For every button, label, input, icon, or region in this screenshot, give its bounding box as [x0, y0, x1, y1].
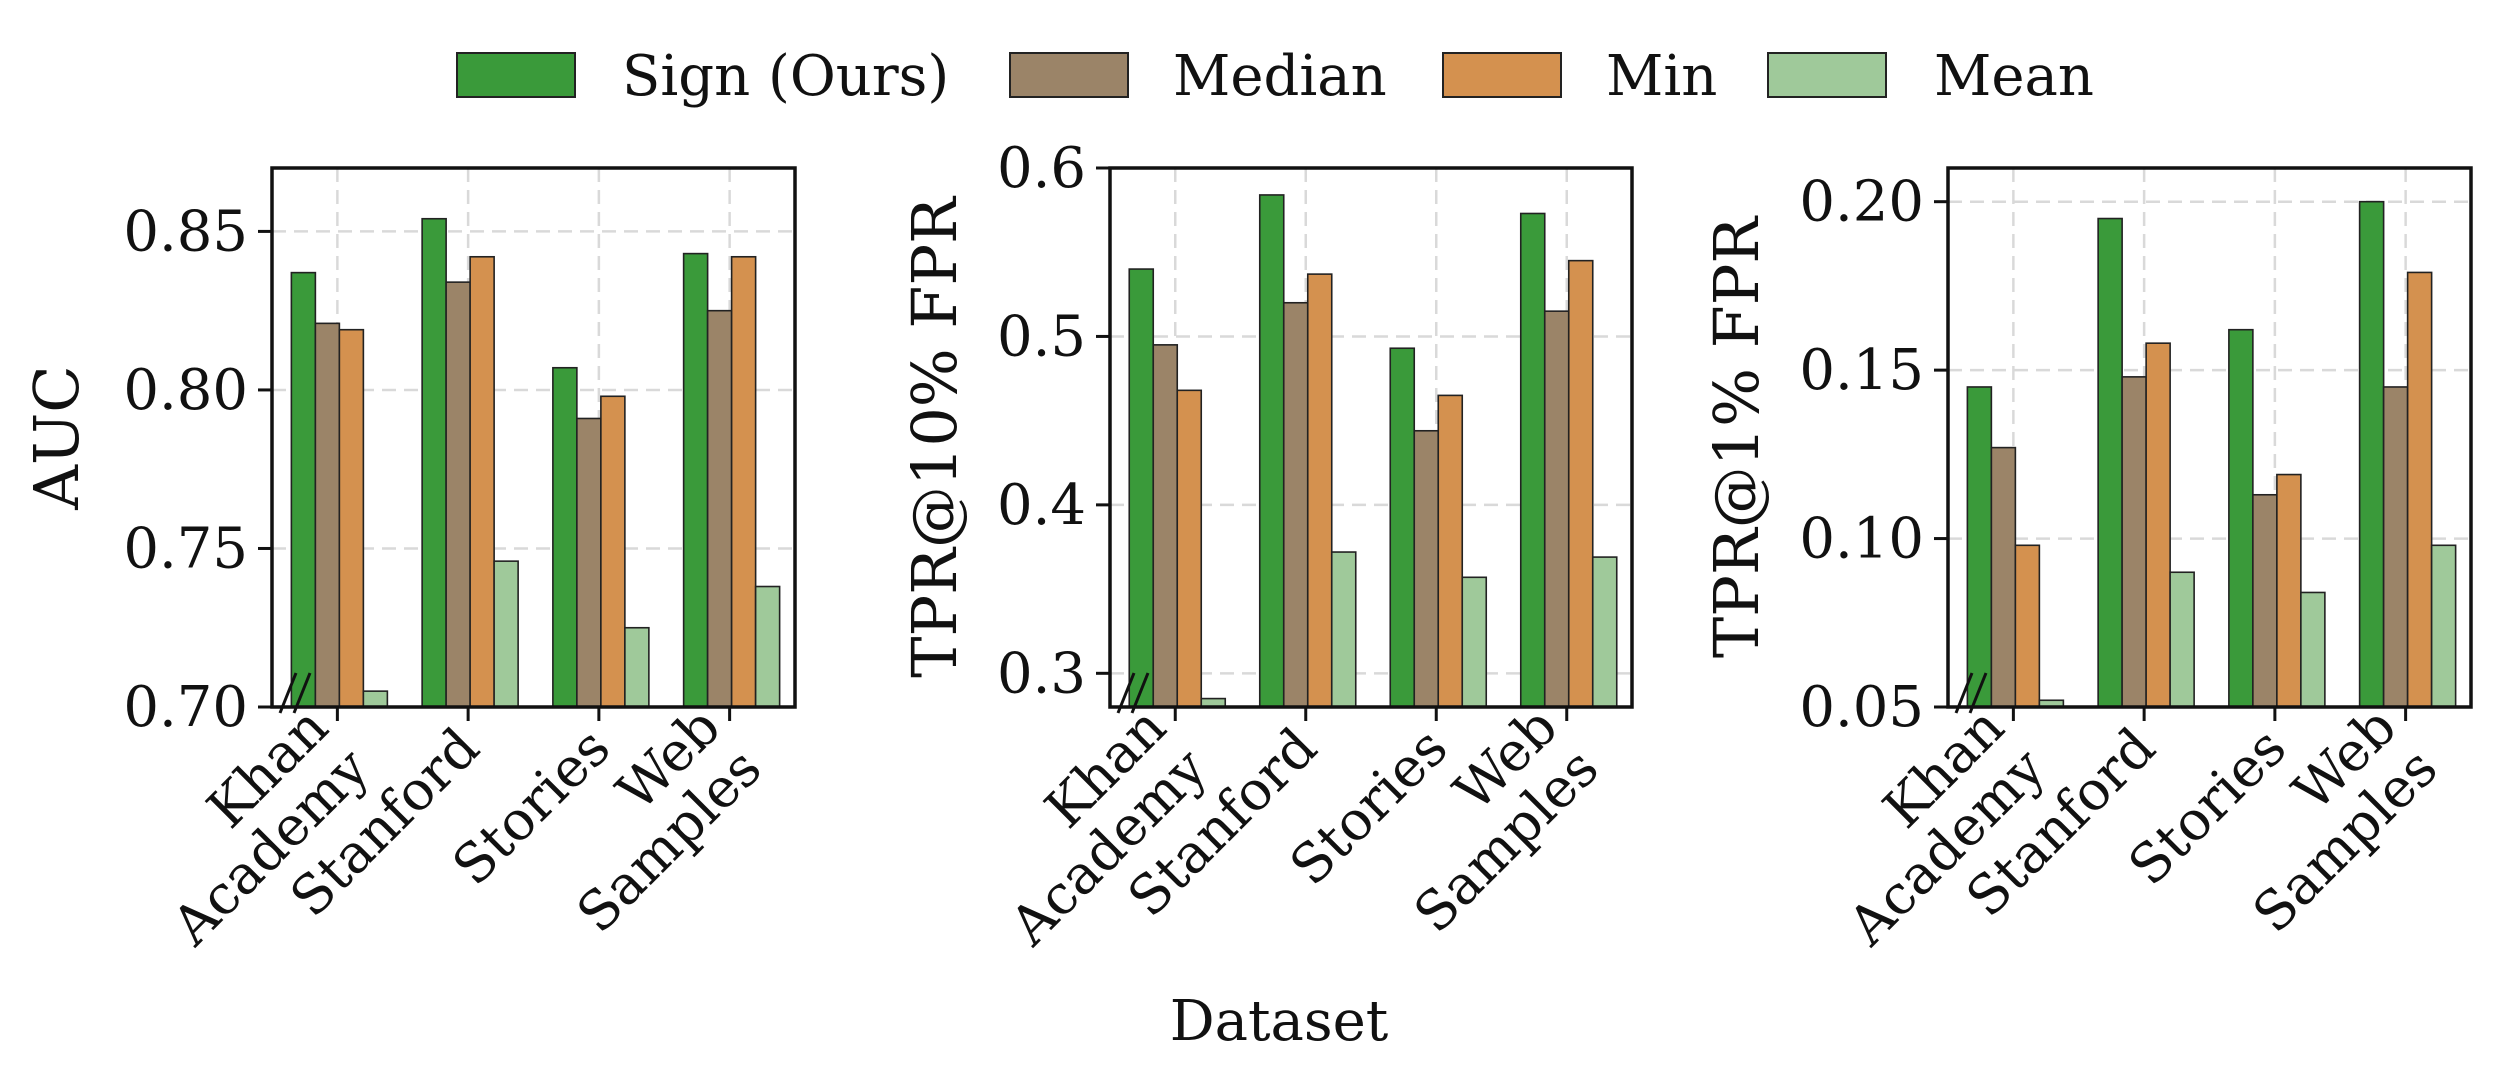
bar-mean — [2430, 544, 2457, 708]
y-tick-label: 0.75 — [123, 516, 248, 581]
bar-sign-ours — [2097, 217, 2123, 708]
bar-min — [2145, 342, 2171, 708]
bar-sign-ours — [1966, 386, 1993, 708]
x-axis-title: Dataset — [1170, 989, 1389, 1054]
legend-swatch — [1009, 52, 1129, 98]
bar-sign-ours — [682, 252, 709, 708]
legend-label: Mean — [1934, 44, 2094, 109]
bar-mean — [493, 560, 519, 708]
y-tick-label: 0.80 — [123, 358, 248, 423]
bar-median — [314, 322, 341, 708]
bar-median — [1990, 446, 2017, 708]
y-tick-label: 0.5 — [997, 304, 1086, 369]
bar-median — [2252, 493, 2278, 708]
legend-item-median: Median — [1009, 44, 1387, 109]
bar-median — [706, 309, 733, 708]
bar-median — [1413, 429, 1440, 708]
bar-median — [1543, 310, 1570, 708]
bar-sign-ours — [1128, 268, 1155, 708]
chart-panel-tpr-10-fpr: 0.30.40.50.6KhanAcademyStanfordStoriesWe… — [898, 136, 1634, 958]
legend-item-mean: Mean — [1767, 44, 2094, 109]
chart-panel-tpr-1-fpr: 0.050.100.150.20KhanAcademyStanfordStori… — [1700, 166, 2473, 958]
y-tick-label: 0.15 — [1799, 338, 1924, 403]
axis-break-mark — [1954, 672, 1988, 714]
bar-median — [1152, 344, 1179, 708]
bar-min — [1176, 389, 1203, 708]
y-tick-label: 0.70 — [123, 675, 248, 740]
bar-min — [1567, 259, 1594, 708]
bar-sign-ours — [290, 271, 317, 708]
bar-min — [469, 255, 495, 708]
legend-item-min: Min — [1442, 44, 1717, 109]
y-tick-label: 0.20 — [1799, 170, 1924, 235]
bar-sign-ours — [421, 217, 447, 708]
bar-mean — [362, 690, 389, 708]
bar-mean — [754, 585, 781, 708]
bar-mean — [2169, 571, 2195, 708]
bar-median — [1282, 301, 1309, 708]
axis-break-mark — [278, 672, 312, 714]
y-axis-title: AUC — [20, 365, 93, 510]
y-axis-title: TPR@10% FPR — [898, 195, 971, 678]
legend-swatch — [1442, 52, 1562, 98]
bar-mean — [1591, 556, 1618, 708]
bar-sign-ours — [1258, 194, 1285, 708]
bar-sign-ours — [2358, 200, 2385, 708]
bar-mean — [624, 626, 650, 708]
bar-min — [2014, 544, 2041, 708]
bar-sign-ours — [552, 366, 578, 708]
bar-min — [600, 395, 626, 708]
bar-min — [730, 255, 757, 708]
plot-frame — [1946, 166, 2473, 709]
y-tick-label: 0.85 — [123, 199, 248, 264]
bar-mean — [1461, 576, 1488, 708]
bar-mean — [2300, 591, 2326, 708]
bar-min — [1437, 394, 1464, 708]
chart-panel-auc: 0.700.750.800.85KhanAcademyStanfordStori… — [20, 166, 797, 958]
y-tick-label: 0.6 — [997, 136, 1086, 201]
axis-break-mark — [1116, 672, 1150, 714]
y-tick-label: 0.3 — [997, 641, 1086, 706]
legend: Sign (Ours) Median Min Mean — [456, 44, 2094, 109]
bar-min — [2276, 473, 2302, 708]
plot-frame — [270, 166, 797, 709]
legend-label: Median — [1173, 44, 1387, 109]
y-tick-label: 0.4 — [997, 473, 1086, 538]
chart-panels: 0.700.750.800.85KhanAcademyStanfordStori… — [20, 136, 2473, 958]
bar-mean — [1330, 551, 1357, 708]
y-tick-label: 0.05 — [1799, 675, 1924, 740]
legend-swatch — [456, 52, 576, 98]
legend-item-sign-ours: Sign (Ours) — [456, 44, 949, 109]
y-axis-title: TPR@1% FPR — [1700, 215, 1773, 659]
y-tick-label: 0.10 — [1799, 507, 1924, 572]
plot-frame — [1108, 166, 1634, 709]
legend-label: Sign (Ours) — [622, 44, 949, 109]
bar-median — [2382, 386, 2409, 708]
bar-median — [445, 281, 471, 708]
bar-median — [576, 417, 602, 708]
bar-min — [1306, 273, 1333, 708]
legend-swatch — [1767, 52, 1887, 98]
bar-median — [2121, 376, 2147, 708]
bar-sign-ours — [1519, 212, 1546, 708]
legend-label: Min — [1606, 44, 1717, 109]
bar-min — [2406, 271, 2433, 708]
bar-sign-ours — [1389, 347, 1416, 708]
bar-min — [338, 328, 365, 708]
bar-sign-ours — [2228, 328, 2254, 708]
